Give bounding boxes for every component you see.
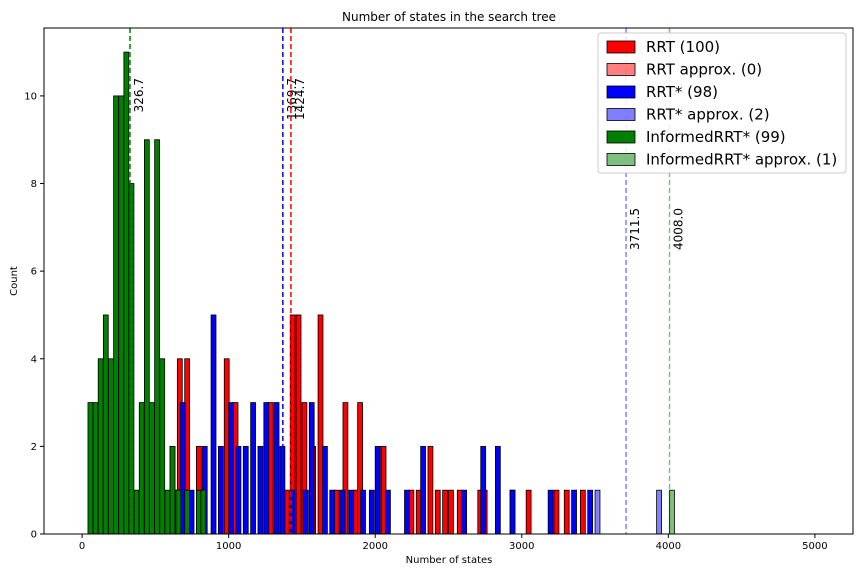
legend-label-2: RRT* (98) [646,83,718,101]
x-tick-label-5: 5000 [802,541,827,552]
bar-series2-23 [360,489,366,535]
bar-series0-30 [563,489,570,535]
x-tick-label-1: 1000 [216,541,241,552]
legend-swatch-4 [606,130,636,144]
bar-series0-31 [580,489,586,535]
y-axis-label: Count [9,266,20,296]
bar-series0-29 [553,489,560,535]
bar-series4-12 [149,402,155,535]
bar-series2-33 [547,489,554,535]
bar-series4-14 [159,358,166,535]
bar-series0-23 [448,489,454,535]
bar-series2-18 [308,402,315,535]
legend-swatch-5 [606,153,636,166]
legend-swatch-1 [606,63,636,76]
bar-series2-7 [218,445,224,535]
bar-series2-21 [339,489,346,535]
bar-series4-0 [87,402,94,535]
legend-label-0: RRT (100) [646,38,720,56]
bar-series0-21 [434,489,441,535]
bar-series0-20 [427,445,434,535]
bar-series2-8 [228,402,234,535]
bar-series4-4 [108,358,114,535]
legend-swatch-3 [606,108,636,121]
bar-series4-20 [200,489,207,535]
bar-series2-11 [250,402,256,535]
bar-series4-9 [133,489,140,535]
bar-series2-32 [509,489,516,535]
bar-series2-9 [235,445,242,535]
y-tick-label-2: 4 [31,354,37,365]
bar-series4-15 [164,489,171,535]
y-tick-label-3: 6 [31,267,37,278]
bar-series0-9 [295,314,302,535]
y-axis-ticks: 0 2 4 6 8 10 [24,91,44,541]
bar-series2-17 [303,489,309,535]
bar-series4-7 [123,51,130,535]
mean-line-label-3: 3711.5 [628,208,642,250]
legend-swatch-2 [606,85,636,99]
bar-series2-30 [480,445,487,535]
bar-series4-11 [143,139,150,535]
x-tick-label-4: 4000 [656,541,681,552]
bar-series4-16 [169,445,176,535]
bar-series4-17 [175,489,182,535]
bar-series2-6 [210,314,217,535]
legend-label-1: RRT approx. (0) [646,61,762,79]
bar-series2-19 [322,445,328,535]
bar-series2-29 [461,489,467,535]
bar-series4-13 [154,139,160,535]
legend-label-5: InformedRRT* approx. (1) [646,151,837,169]
bar-series2-24 [368,489,375,535]
plot-frame [43,27,854,535]
bar-series2-13 [263,402,270,535]
bars-layer [87,51,675,535]
bar-series2-31 [494,445,501,535]
legend-swatch-0 [606,40,636,54]
bar-series4-6 [118,95,125,535]
mean-line-label-2: 1424.7 [293,78,307,120]
bar-series2-12 [257,445,264,535]
bar-series2-26 [385,489,391,535]
bar-series3-0 [594,489,601,535]
mean-line-label-4: 4008.0 [672,208,686,250]
bar-series3-1 [656,489,662,535]
mean-line-label-1: 1369.7 [285,78,299,120]
legend-box [597,32,847,174]
x-tick-label-2: 2000 [362,541,387,552]
bar-series4-5 [113,95,119,535]
bar-series2-34 [571,489,577,535]
y-tick-label-1: 2 [31,442,37,453]
chart-title: Number of states in the search tree [342,10,556,24]
bar-series2-28 [420,445,426,535]
legend-label-3: RRT* approx. (2) [646,106,770,124]
bar-series4-2 [97,358,104,535]
x-tick-label-3: 3000 [509,541,534,552]
legend: RRT (100) RRT approx. (0) RRT* (98) RRT* ap… [597,32,847,174]
x-axis-ticks: 0 1000 2000 3000 4000 5000 [79,534,828,552]
bar-series2-20 [329,489,336,535]
bar-series2-35 [587,489,594,535]
y-tick-label-5: 10 [24,91,37,102]
bar-series2-22 [348,489,355,535]
bar-series2-25 [374,445,381,535]
bar-series0-22 [442,489,448,535]
bar-series4-3 [102,314,109,535]
bar-series4-18 [184,489,191,535]
bar-series4-1 [92,402,99,535]
bar-series2-14 [273,402,280,535]
bar-series2-27 [404,489,410,535]
x-axis-label: Number of states [406,555,493,566]
legend-label-4: InformedRRT* (99) [646,128,786,146]
mean-line-label-0: 326.7 [132,78,146,112]
bar-series2-10 [242,445,249,535]
y-tick-label-0: 0 [31,530,37,541]
x-tick-label-0: 0 [79,541,85,552]
y-tick-label-4: 8 [31,179,37,190]
bar-series0-28 [525,489,532,535]
bar-series4-10 [138,402,145,535]
